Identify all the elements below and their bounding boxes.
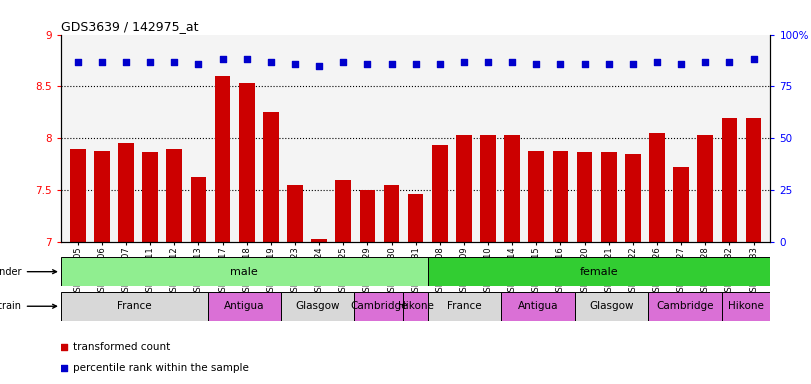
- Bar: [142, 152, 158, 242]
- Bar: [432, 146, 448, 242]
- Point: [530, 61, 543, 67]
- Text: gender: gender: [0, 266, 57, 277]
- Point: [457, 58, 470, 65]
- Bar: [61, 257, 428, 286]
- Text: Hikone: Hikone: [397, 301, 434, 311]
- Bar: [504, 135, 520, 242]
- Point: [699, 58, 712, 65]
- Point: [286, 53, 299, 59]
- Point: [289, 61, 302, 67]
- Text: Cambridge: Cambridge: [656, 301, 714, 311]
- Text: female: female: [580, 266, 619, 277]
- Bar: [70, 149, 86, 242]
- Bar: [208, 292, 281, 321]
- Text: Glasgow: Glasgow: [589, 301, 633, 311]
- Bar: [625, 154, 641, 242]
- Text: male: male: [230, 266, 258, 277]
- Point: [216, 56, 229, 63]
- Bar: [287, 185, 303, 242]
- Bar: [118, 143, 134, 242]
- Text: GDS3639 / 142975_at: GDS3639 / 142975_at: [61, 20, 199, 33]
- Bar: [359, 190, 375, 242]
- Bar: [311, 239, 327, 242]
- Text: France: France: [117, 301, 152, 311]
- Text: Antigua: Antigua: [517, 301, 558, 311]
- Text: Antigua: Antigua: [224, 301, 264, 311]
- Bar: [94, 151, 109, 242]
- Bar: [61, 292, 208, 321]
- Bar: [354, 292, 403, 321]
- Bar: [575, 292, 648, 321]
- Bar: [601, 152, 616, 242]
- Bar: [648, 292, 722, 321]
- Bar: [384, 185, 399, 242]
- Bar: [697, 135, 713, 242]
- Point: [264, 58, 277, 65]
- Text: strain: strain: [0, 301, 57, 311]
- Point: [554, 61, 567, 67]
- Bar: [408, 194, 423, 242]
- Bar: [215, 76, 230, 242]
- Point: [385, 61, 398, 67]
- Text: Cambridge: Cambridge: [350, 301, 408, 311]
- Bar: [281, 292, 354, 321]
- Point: [723, 58, 736, 65]
- Point: [747, 56, 760, 63]
- Bar: [403, 292, 428, 321]
- Bar: [552, 151, 569, 242]
- Point: [650, 58, 663, 65]
- Bar: [428, 292, 501, 321]
- Bar: [456, 135, 472, 242]
- Bar: [577, 152, 593, 242]
- Point: [168, 58, 181, 65]
- Bar: [336, 180, 351, 242]
- Point: [626, 61, 639, 67]
- Point: [71, 58, 84, 65]
- Point: [312, 63, 325, 69]
- Text: Hikone: Hikone: [728, 301, 764, 311]
- Point: [433, 61, 446, 67]
- Bar: [673, 167, 689, 242]
- Bar: [480, 135, 496, 242]
- Point: [603, 61, 616, 67]
- Bar: [428, 257, 770, 286]
- Point: [409, 61, 422, 67]
- Bar: [649, 133, 665, 242]
- Bar: [166, 149, 182, 242]
- Point: [482, 58, 495, 65]
- Bar: [191, 177, 206, 242]
- Point: [337, 58, 350, 65]
- Point: [144, 58, 157, 65]
- Bar: [745, 118, 762, 242]
- Point: [361, 61, 374, 67]
- Point: [506, 58, 519, 65]
- Text: France: France: [447, 301, 482, 311]
- Bar: [238, 83, 255, 242]
- Point: [675, 61, 688, 67]
- Text: percentile rank within the sample: percentile rank within the sample: [73, 363, 249, 373]
- Bar: [722, 118, 737, 242]
- Point: [578, 61, 591, 67]
- Bar: [501, 292, 575, 321]
- Point: [96, 58, 109, 65]
- Text: Glasgow: Glasgow: [295, 301, 340, 311]
- Point: [119, 58, 132, 65]
- Bar: [263, 112, 279, 242]
- Bar: [529, 151, 544, 242]
- Point: [192, 61, 205, 67]
- Point: [286, 241, 299, 247]
- Point: [240, 56, 253, 63]
- Bar: [722, 292, 770, 321]
- Text: transformed count: transformed count: [73, 342, 170, 352]
